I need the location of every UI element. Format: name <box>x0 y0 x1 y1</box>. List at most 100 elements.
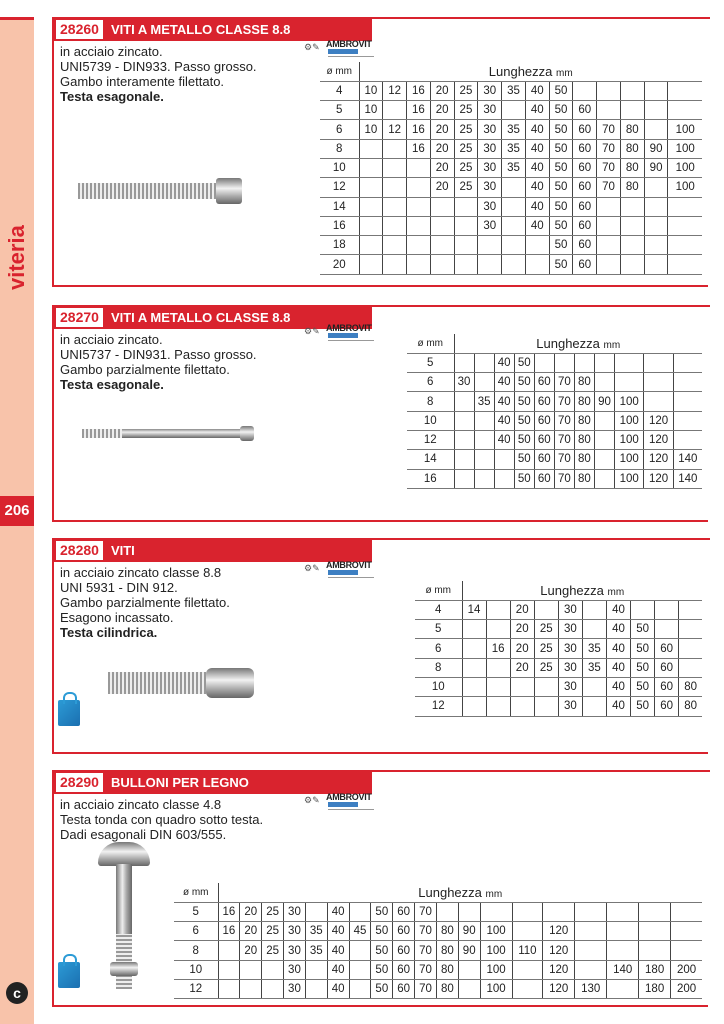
diameter-cell: 12 <box>407 430 454 451</box>
length-cell <box>493 449 515 470</box>
length-cell <box>574 940 607 961</box>
length-cell: 40 <box>493 372 515 393</box>
length-cell: 80 <box>678 696 702 717</box>
length-cell: 140 <box>672 469 702 489</box>
length-cell <box>593 469 615 489</box>
table-row: 12 40 50 60 70 80 100 120 <box>407 430 702 451</box>
length-cell: 70 <box>596 119 621 140</box>
diameter-cell: 12 <box>320 177 359 198</box>
length-cell: 80 <box>573 469 595 489</box>
length-cell <box>429 216 455 237</box>
length-cell <box>596 235 621 256</box>
length-cell <box>485 600 511 621</box>
length-cell <box>593 372 615 393</box>
diameter-cell: 5 <box>320 100 359 121</box>
length-cell: 40 <box>326 979 350 1000</box>
diameter-header-label: ø mm <box>417 337 444 349</box>
table-row: 12 30 40 50 60 80 <box>415 696 702 717</box>
product-description: in acciaio zincato. UNI5739 - DIN933. Pas… <box>60 44 257 104</box>
length-cell <box>638 921 671 942</box>
length-cell <box>672 391 702 412</box>
length-cell: 80 <box>573 449 595 470</box>
length-cell: 40 <box>524 81 550 102</box>
length-cell: 60 <box>533 449 555 470</box>
table-row: 4 14 20 30 40 <box>415 600 702 621</box>
length-cell: 25 <box>453 100 478 121</box>
length-cell: 80 <box>573 391 595 412</box>
ambrovit-logo: ⚙✎ AMBROVIT <box>304 323 376 345</box>
table-row: 5 40 50 <box>407 353 702 374</box>
length-cell: 80 <box>619 177 645 198</box>
length-cell <box>358 177 383 198</box>
length-cell: 20 <box>429 81 455 102</box>
length-cell: 20 <box>239 940 262 961</box>
section-header: 28270 VITI A METALLO CLASSE 8.8 <box>52 305 372 329</box>
table-row: 12 30 40 50 60 70 80 100 120 130 180 200 <box>174 979 702 1000</box>
ambrovit-logo: ⚙✎ AMBROVIT <box>304 39 376 61</box>
length-cell <box>485 658 511 678</box>
description-line: Dadi esagonali DIN 603/555. <box>60 827 227 842</box>
length-cell: 20 <box>509 638 535 659</box>
length-cell <box>453 430 475 451</box>
length-cell: 25 <box>261 921 284 942</box>
length-cell <box>501 254 526 275</box>
length-cell <box>358 158 383 179</box>
table-row: 8 20 25 30 35 40 50 60 70 80 90 100 110 120 <box>174 940 702 961</box>
length-cell <box>382 235 407 256</box>
length-cell <box>643 81 668 102</box>
length-cell: 100 <box>479 960 513 980</box>
length-cell: 40 <box>524 197 550 217</box>
length-cell: 50 <box>513 449 535 470</box>
diameter-cell: 10 <box>320 158 359 179</box>
length-cell: 50 <box>548 139 573 159</box>
length-cell <box>672 353 702 374</box>
length-cell: 60 <box>654 677 679 698</box>
product-section-28280: 28280 VITI in acciaio zincato classe 8.8 U… <box>52 538 710 754</box>
length-cell: 80 <box>619 158 645 179</box>
diameter-cell: 6 <box>174 921 218 942</box>
length-cell <box>511 979 543 1000</box>
length-cell: 16 <box>217 902 240 923</box>
length-cell: 70 <box>414 960 437 980</box>
length-cell: 60 <box>572 158 597 179</box>
length-cell: 40 <box>605 600 631 621</box>
length-header: Lunghezza mm <box>358 62 702 82</box>
length-cell: 20 <box>429 158 455 179</box>
length-cell: 80 <box>435 940 459 961</box>
screws-icon: ⚙✎ <box>304 326 320 336</box>
length-cell: 35 <box>473 391 495 412</box>
length-cell: 30 <box>557 600 583 621</box>
length-cell <box>406 158 431 179</box>
brand-name: AMBROVIT <box>326 39 372 49</box>
length-cell <box>358 139 383 159</box>
length-cell: 70 <box>553 411 575 431</box>
head-type: Testa esagonale. <box>60 89 164 104</box>
length-cell: 25 <box>533 619 559 640</box>
length-cell: 10 <box>358 100 383 121</box>
length-cell <box>382 139 407 159</box>
length-cell: 110 <box>511 940 543 961</box>
length-cell: 40 <box>326 960 350 980</box>
length-cell <box>429 235 455 256</box>
length-cell: 100 <box>667 177 702 198</box>
diameter-cell: 14 <box>320 197 359 217</box>
length-cell <box>457 960 481 980</box>
length-cell <box>672 372 702 393</box>
description-line: UNI5739 - DIN933. Passo grosso. <box>60 59 257 74</box>
brand-name: AMBROVIT <box>326 792 372 802</box>
length-cell: 40 <box>524 177 550 198</box>
length-cell <box>573 353 595 374</box>
length-cell: 40 <box>605 696 631 717</box>
length-cell: 16 <box>406 81 431 102</box>
screws-icon: ⚙✎ <box>304 42 320 52</box>
diameter-cell: 5 <box>174 902 218 923</box>
length-cell <box>453 235 478 256</box>
length-cell: 80 <box>678 677 702 698</box>
description-line: Esagono incassato. <box>60 610 174 625</box>
length-cell <box>511 960 543 980</box>
length-cell <box>533 696 559 717</box>
length-cell <box>678 638 702 659</box>
length-cell: 30 <box>557 658 583 678</box>
product-code: 28290 <box>56 772 103 792</box>
length-cell <box>304 960 328 980</box>
